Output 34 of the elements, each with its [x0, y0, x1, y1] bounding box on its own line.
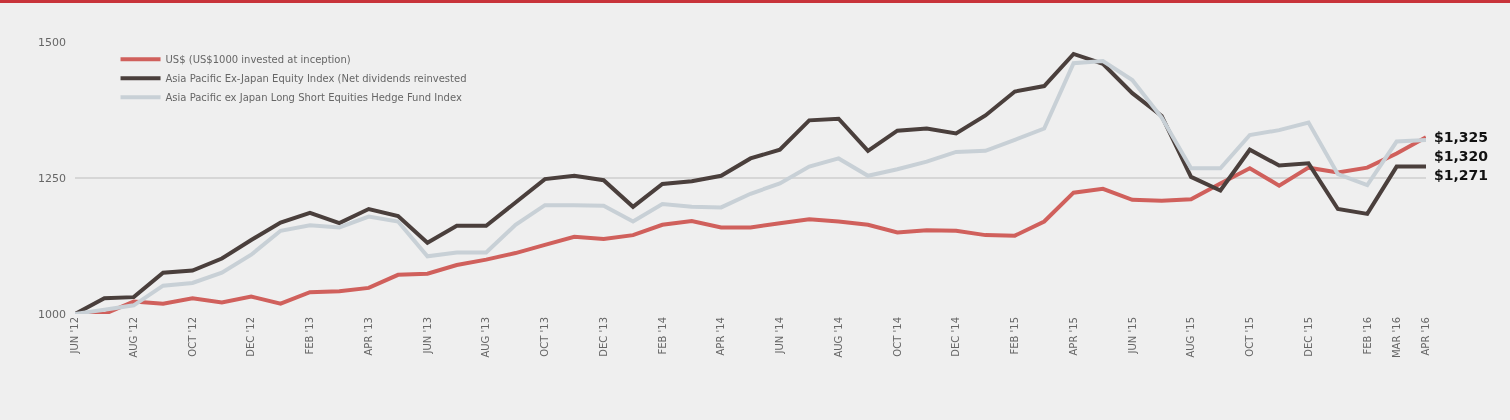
x-tick-label: DEC '14 [950, 317, 962, 357]
x-tick-label: FEB '13 [304, 317, 316, 355]
x-tick-label: DEC '12 [245, 317, 257, 357]
data-label: $1,320 [1434, 148, 1489, 164]
x-tick-label: AUG '15 [1185, 317, 1197, 358]
x-tick-label: APR '14 [715, 317, 727, 356]
x-tick-label: DEC '15 [1302, 317, 1314, 357]
legend-label: Asia Pacific ex Japan Long Short Equities Hedge Fund Index [165, 92, 462, 104]
x-tick-label: FEB '15 [1009, 317, 1021, 355]
x-tick-label: JUN '12 [69, 317, 81, 355]
x-tick-label: OCT '12 [186, 317, 198, 357]
y-tick-label: 1500 [38, 35, 66, 49]
x-tick-label: APR '16 [1420, 317, 1432, 356]
x-tick-label: AUG '14 [832, 317, 844, 358]
x-tick-label: APR '15 [1067, 317, 1079, 356]
x-tick-label: OCT '15 [1244, 317, 1256, 357]
x-tick-label: APR '13 [362, 317, 374, 356]
x-tick-label: OCT '14 [891, 317, 903, 357]
x-tick-label: MAR '16 [1390, 317, 1402, 359]
data-label: $1,271 [1434, 167, 1489, 183]
x-tick-label: AUG '13 [480, 317, 492, 358]
x-tick-label: OCT '13 [539, 317, 551, 357]
x-tick-label: FEB '16 [1361, 317, 1373, 355]
y-tick-label: 1250 [38, 171, 66, 185]
x-tick-label: DEC '13 [597, 317, 609, 357]
x-tick-label: JUN '13 [421, 317, 433, 355]
data-label: $1,325 [1434, 129, 1489, 145]
y-tick-label: 1000 [38, 307, 66, 321]
x-tick-label: JUN '14 [774, 317, 786, 355]
x-tick-label: JUN '15 [1126, 317, 1138, 355]
x-tick-label: FEB '14 [656, 317, 668, 355]
legend-label: US$ (US$1000 invested at inception) [165, 54, 351, 66]
x-tick-label: AUG '12 [127, 317, 139, 358]
legend-label: Asia Pacific Ex-Japan Equity Index (Net dividends reinvested [165, 73, 467, 85]
